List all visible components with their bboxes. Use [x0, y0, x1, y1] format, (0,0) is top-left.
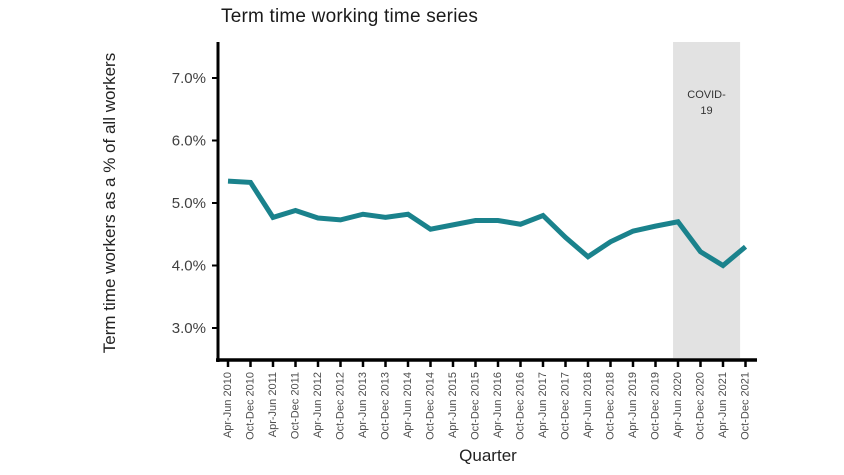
y-tick-label: 6.0%	[172, 133, 206, 150]
x-tick-label: Oct-Dec 2017	[560, 372, 572, 440]
x-tick-label: Oct-Dec 2010	[245, 372, 257, 440]
covid-annotation-line1: COVID-	[687, 89, 726, 101]
x-tick-label: Apr-Jun 2016	[492, 372, 504, 438]
x-tick-label: Oct-Dec 2019	[650, 372, 662, 440]
x-tick-label: Oct-Dec 2011	[290, 372, 302, 439]
x-tick-label: Apr-Jun 2014	[402, 372, 414, 438]
y-tick-label: 7.0%	[172, 70, 206, 87]
x-tick-label: Apr-Jun 2010	[222, 372, 234, 438]
x-tick-label: Apr-Jun 2018	[582, 372, 594, 438]
x-tick-label: Oct-Dec 2016	[515, 372, 527, 440]
x-tick-label: Apr-Jun 2019	[627, 372, 639, 438]
x-tick-label: Oct-Dec 2012	[335, 372, 347, 440]
covid-annotation-label: COVID- 19	[673, 87, 740, 119]
y-axis-title: Term time workers as a % of all workers	[100, 52, 119, 354]
x-tick-label: Apr-Jun 2017	[537, 372, 549, 438]
x-tick-label: Oct-Dec 2021	[740, 372, 752, 440]
x-tick-label: Apr-Jun 2013	[357, 372, 369, 438]
x-tick-label: Oct-Dec 2020	[695, 372, 707, 440]
covid-annotation-line2: 19	[700, 105, 713, 117]
x-tick-label: Apr-Jun 2011	[267, 372, 279, 437]
y-tick-label: 3.0%	[172, 320, 206, 337]
x-tick-label: Oct-Dec 2013	[380, 372, 392, 440]
y-tick-label: 4.0%	[172, 258, 206, 275]
x-tick-label: Apr-Jun 2015	[447, 372, 459, 438]
x-tick-label: Oct-Dec 2014	[425, 372, 437, 440]
x-axis-title: Quarter	[459, 446, 517, 465]
y-tick-label: 5.0%	[172, 195, 206, 212]
x-tick-label: Oct-Dec 2015	[470, 372, 482, 440]
x-tick-label: Oct-Dec 2018	[605, 372, 617, 440]
series-line	[227, 178, 748, 269]
covid-band	[673, 42, 741, 358]
x-tick-label: Apr-Jun 2012	[312, 372, 324, 438]
chart-title: Term time working time series	[221, 6, 479, 27]
x-tick-label: Apr-Jun 2020	[672, 372, 684, 438]
x-tick-label: Apr-Jun 2021	[717, 372, 729, 438]
